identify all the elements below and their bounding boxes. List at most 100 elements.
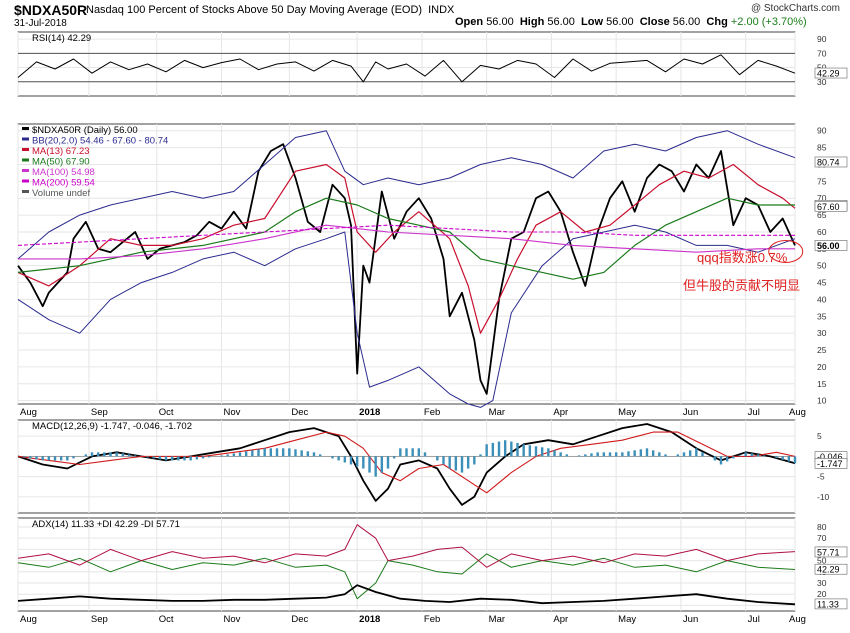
macd-hist-bar <box>244 451 248 457</box>
quote-line: Open 56.00 High 56.00 Low 56.00 Close 56… <box>455 16 807 28</box>
y-tick-label: 30 <box>817 328 827 338</box>
annotation-line-1: qqq指数涨0.7% <box>697 250 788 265</box>
y-tick-label: 85 <box>817 143 827 153</box>
legend-entry: $NDXA50R (Daily) 56.00 <box>32 125 138 136</box>
chart-header: $NDXA50R Nasdaq 100 Percent of Stocks Ab… <box>0 0 850 30</box>
x-axis-label: Jun <box>683 407 698 418</box>
macd-hist-bar <box>762 455 766 457</box>
y-tick-label: 75 <box>817 176 827 186</box>
x-axis-label: Aug <box>789 614 806 625</box>
last-value-label: 67.60 <box>817 202 840 212</box>
panel-rsi: 90 70 50 30 RSI(14) 42.29 42.29 <box>17 31 848 97</box>
macd-hist-bar <box>775 456 778 459</box>
legend-entry: MACD(12,26,9) -1.747, -0.046, -1.702 <box>32 421 192 432</box>
macd-hist-bar <box>553 450 556 457</box>
macd-hist-bar <box>362 456 365 469</box>
y-tick-label: 25 <box>817 345 827 355</box>
macd-hist-bar <box>497 441 501 457</box>
macd-hist-bar <box>534 446 538 457</box>
last-value-label: 56.00 <box>817 241 840 251</box>
series-line-rsi-14- <box>17 54 796 83</box>
panel-adx: 8070605040302010ADX(14) 11.33 +DI 42.29 … <box>17 517 848 625</box>
macd-hist-bar <box>158 456 162 460</box>
macd-hist-bar <box>719 456 723 465</box>
panel-frame <box>17 419 796 514</box>
last-value-box <box>814 240 848 251</box>
last-value-box <box>814 458 848 469</box>
x-axis-label: 2018 <box>359 614 380 625</box>
macd-hist-bar <box>226 454 229 457</box>
macd-hist-bar <box>380 456 384 473</box>
symbol-title: $NDXA50R <box>14 2 88 18</box>
watermark: @ StockCharts.com <box>750 3 840 14</box>
macd-hist-bar <box>331 456 334 459</box>
series-line-ma-100- <box>18 224 795 260</box>
macd-hist-bar <box>682 452 686 457</box>
macd-hist-bar <box>503 440 507 457</box>
panel-frame <box>17 123 796 405</box>
y-tick-label: 60 <box>817 227 827 237</box>
y-tick-label: 90 <box>817 126 827 136</box>
macd-hist-bar <box>115 452 118 457</box>
symbol-description: Nasdaq 100 Percent of Stocks Above 50 Da… <box>86 4 455 16</box>
macd-hist-bar <box>201 456 205 459</box>
last-value-box <box>814 546 848 558</box>
legend-entry: Volume undef <box>32 188 90 199</box>
x-axis-label: Mar <box>489 614 505 625</box>
macd-hist-bar <box>596 452 599 457</box>
legend-swatch <box>22 137 29 141</box>
y-tick-label: 35 <box>817 311 827 321</box>
last-value-label: -1.747 <box>817 459 843 469</box>
macd-hist-bar <box>540 447 544 457</box>
macd-hist-bar <box>29 456 32 459</box>
series-line-ma-50- <box>17 197 795 280</box>
macd-hist-bar <box>516 442 519 457</box>
series-line-adx <box>17 584 796 606</box>
macd-hist-bar <box>787 456 791 462</box>
x-axis-label: 2018 <box>359 407 380 418</box>
macd-hist-bar <box>170 456 174 461</box>
macd-hist-bar <box>559 452 562 457</box>
y-tick-label: 20 <box>817 362 827 372</box>
macd-hist-bar <box>658 452 661 457</box>
x-axis-label: Sep <box>91 614 108 625</box>
macd-hist-bar <box>756 454 760 457</box>
x-axis-label: Aug <box>789 407 806 418</box>
last-value-label: 11.33 <box>817 599 839 609</box>
last-value-box <box>814 156 848 168</box>
macd-hist-bar <box>627 451 630 457</box>
macd-hist-bar <box>300 450 303 457</box>
x-axis-label: Nov <box>224 614 241 625</box>
macd-hist-bar <box>133 455 137 457</box>
x-axis-label: Apr <box>553 614 568 625</box>
y-tick-label: 45 <box>817 278 827 288</box>
macd-hist-bar <box>84 454 88 457</box>
macd-hist-bar <box>695 448 698 457</box>
macd-hist-bar <box>177 456 180 461</box>
x-axis-label: Mar <box>489 407 505 418</box>
macd-hist-bar <box>651 450 655 457</box>
macd-hist-bar <box>183 456 186 461</box>
series-line-bb-upper <box>17 130 796 260</box>
macd-hist-bar <box>473 456 476 465</box>
last-value-box <box>814 563 848 575</box>
macd-hist-bar <box>127 454 131 457</box>
macd-hist-bar <box>454 456 458 471</box>
macd-hist-bar <box>466 456 470 469</box>
legend-swatch <box>22 158 29 162</box>
macd-hist-bar <box>399 448 402 457</box>
macd-hist-bar <box>152 456 155 459</box>
macd-hist-bar <box>103 452 106 457</box>
macd-hist-bar <box>72 456 75 459</box>
last-value-box <box>814 67 848 79</box>
macd-hist-bar <box>577 455 581 457</box>
series-line-macd <box>17 423 796 506</box>
y-tick-label: 70 <box>817 193 827 203</box>
last-value-label: -0.046 <box>817 452 843 462</box>
macd-hist-bar <box>146 456 149 458</box>
macd-hist-bar <box>688 450 692 457</box>
macd-hist-bar <box>676 454 680 457</box>
y-tick-label: 70 <box>817 48 827 58</box>
annotation-line-2: 但牛股的贡献不明显 <box>683 278 800 293</box>
